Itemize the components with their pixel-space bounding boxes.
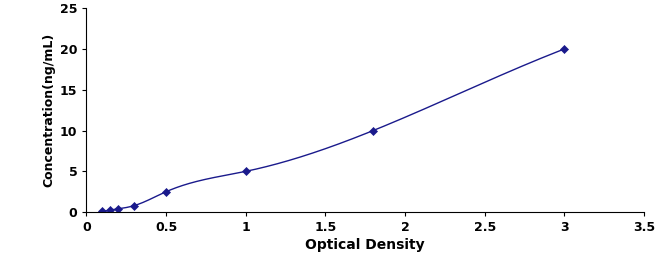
Y-axis label: Concentration(ng/mL): Concentration(ng/mL) [42,33,56,187]
X-axis label: Optical Density: Optical Density [305,238,425,252]
